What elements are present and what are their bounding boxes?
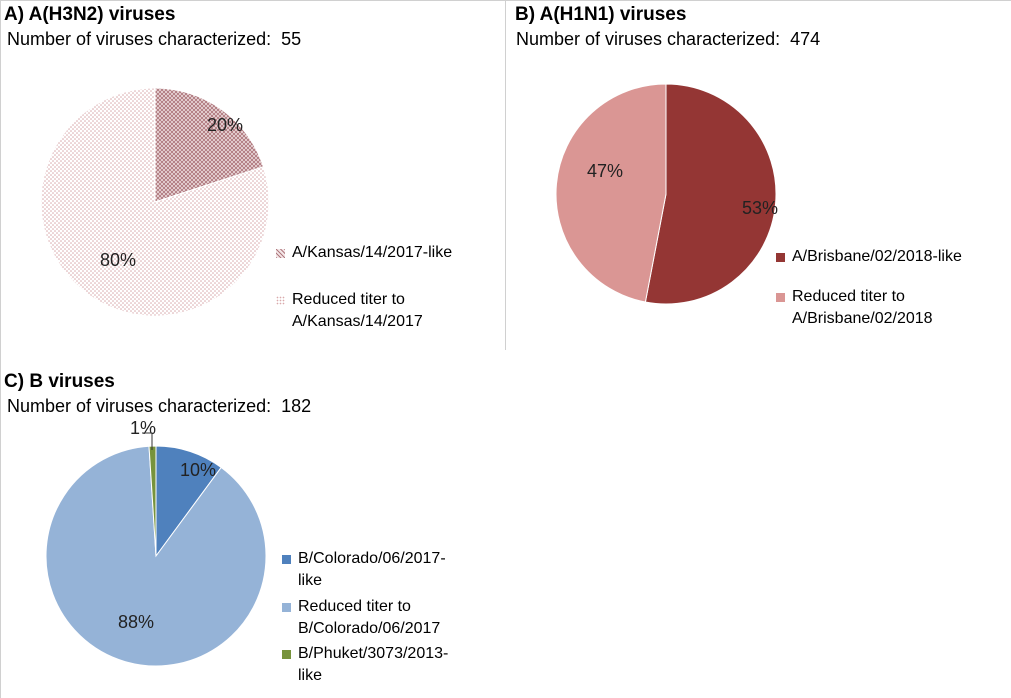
legend-item-1-1: Reduced titer to A/Brisbane/02/2018 xyxy=(776,286,933,330)
slice-value-label-1-1: 47% xyxy=(587,161,623,181)
legend-swatch xyxy=(282,603,291,612)
legend-label-line: B/Colorado/06/2017 xyxy=(298,620,441,637)
slice-value-label-2-1: 88% xyxy=(118,612,154,632)
legend-label-line: like xyxy=(298,667,323,684)
legend-swatch xyxy=(776,293,785,302)
legend-label-line: A/Kansas/14/2017 xyxy=(292,313,423,330)
count-label-a: Number of viruses characterized: xyxy=(7,29,272,49)
legend-label-line: A/Brisbane/02/2018 xyxy=(792,310,933,327)
legend-label-line: B/Colorado/06/2017- xyxy=(298,550,446,567)
count-label-c: Number of viruses characterized: xyxy=(7,396,272,416)
chart-title-b: B) A(H1N1) viruses xyxy=(515,4,687,25)
count-value-c: 182 xyxy=(281,396,312,416)
count-c: Number of viruses characterized: 182 xyxy=(7,396,311,417)
pie-slice-1-1 xyxy=(555,83,667,303)
slice-value-label-1-0: 53% xyxy=(742,198,778,218)
legend-label-line: Reduced titer to xyxy=(292,291,405,308)
slice-value-label-0-1: 80% xyxy=(100,250,136,270)
count-b: Number of viruses characterized: 474 xyxy=(516,29,820,50)
legend-item-2-0: B/Colorado/06/2017- like xyxy=(282,548,446,592)
pie-slice-2-1 xyxy=(45,445,267,667)
count-value-a: 55 xyxy=(281,29,302,49)
legend-swatch xyxy=(282,555,291,564)
chart-title-a: A) A(H3N2) viruses xyxy=(4,4,176,25)
pie-slice-0-0 xyxy=(154,87,265,203)
frame-left-line xyxy=(0,0,1,698)
frame-divider-line xyxy=(505,0,506,350)
pie-slice-0-1 xyxy=(40,87,270,317)
slice-value-label-2-0: 10% xyxy=(180,460,216,480)
pie-slice-2-2 xyxy=(148,445,157,557)
leader-line-2 xyxy=(142,432,153,450)
legend-label-line: A/Brisbane/02/2018-like xyxy=(792,248,962,265)
legend-label-line: B/Phuket/3073/2013- xyxy=(298,645,449,662)
legend-item-1-0: A/Brisbane/02/2018-like xyxy=(776,246,962,268)
legend-item-2-1: Reduced titer to B/Colorado/06/2017 xyxy=(282,596,440,640)
legend-item-0-1: Reduced titer to A/Kansas/14/2017 xyxy=(276,289,423,333)
legend-swatch xyxy=(776,253,785,262)
slice-value-label-0-0: 20% xyxy=(207,115,243,135)
count-value-b: 474 xyxy=(790,29,821,49)
pie-slice-1-0 xyxy=(644,83,777,305)
legend-swatch xyxy=(276,296,285,305)
count-label-b: Number of viruses characterized: xyxy=(516,29,781,49)
legend-swatch xyxy=(276,249,285,258)
legend-label-line: A/Kansas/14/2017-like xyxy=(292,244,453,261)
legend-label-line: Reduced titer to xyxy=(298,598,411,615)
count-a: Number of viruses characterized: 55 xyxy=(7,29,301,50)
legend-swatch xyxy=(282,650,291,659)
legend-label-line: Reduced titer to xyxy=(792,288,905,305)
legend-item-2-2: B/Phuket/3073/2013- like xyxy=(282,643,448,687)
legend-item-0-0: A/Kansas/14/2017-like xyxy=(276,242,452,264)
chart-title-c: C) B viruses xyxy=(4,371,115,392)
legend-label-line: like xyxy=(298,572,323,589)
